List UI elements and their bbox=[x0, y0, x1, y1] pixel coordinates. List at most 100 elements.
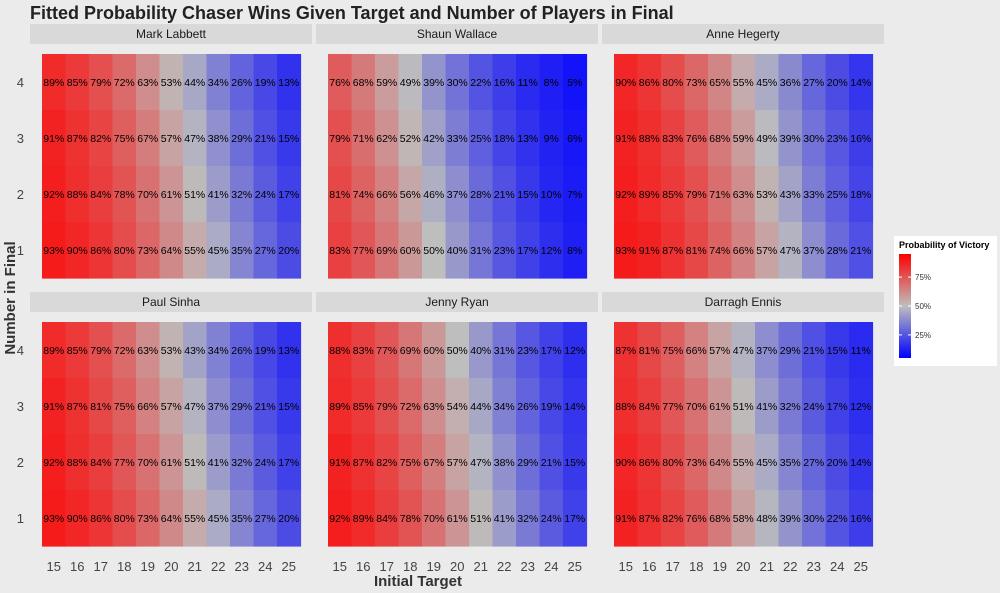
tile-label: 71% bbox=[709, 189, 730, 201]
tile-label: 79% bbox=[686, 189, 707, 201]
heatmap-tile bbox=[159, 322, 184, 379]
tile-label: 27% bbox=[803, 457, 824, 469]
heatmap-tile bbox=[42, 490, 67, 547]
heatmap-tile bbox=[755, 222, 780, 279]
tile-label: 84% bbox=[90, 457, 111, 469]
heatmap-tile bbox=[684, 54, 709, 111]
tile-label: 87% bbox=[662, 245, 683, 257]
tile-label: 33% bbox=[803, 189, 824, 201]
heatmap-tile bbox=[183, 434, 208, 491]
heatmap-tile bbox=[755, 490, 780, 547]
heatmap-tile bbox=[516, 166, 541, 223]
heatmap-tile bbox=[516, 490, 541, 547]
heatmap-tile bbox=[159, 490, 184, 547]
heatmap-tile bbox=[42, 110, 67, 167]
heatmap-tile bbox=[183, 110, 208, 167]
heatmap-tile bbox=[802, 490, 827, 547]
heatmap-tile bbox=[802, 434, 827, 491]
heatmap-tile bbox=[206, 490, 231, 547]
tile-label: 73% bbox=[686, 77, 707, 89]
heatmap-tile bbox=[825, 378, 850, 435]
tile-label: 93% bbox=[43, 513, 64, 525]
tile-label: 84% bbox=[639, 401, 660, 413]
tile-label: 57% bbox=[161, 133, 182, 145]
tile-label: 64% bbox=[161, 513, 182, 525]
tile-label: 51% bbox=[733, 401, 754, 413]
y-tick-label: 2 bbox=[17, 187, 24, 202]
tile-label: 30% bbox=[803, 133, 824, 145]
x-tick-label: 25 bbox=[854, 559, 868, 574]
heatmap-tile bbox=[136, 166, 161, 223]
tile-label: 91% bbox=[43, 401, 64, 413]
tile-label: 74% bbox=[353, 189, 374, 201]
heatmap-tile bbox=[849, 222, 874, 279]
heatmap-tile bbox=[375, 378, 400, 435]
heatmap-tile bbox=[230, 110, 255, 167]
tile-label: 81% bbox=[90, 401, 111, 413]
tile-label: 92% bbox=[329, 513, 350, 525]
heatmap-tile bbox=[825, 322, 850, 379]
heatmap-tile bbox=[708, 54, 733, 111]
tile-label: 83% bbox=[662, 133, 683, 145]
heatmap-tile bbox=[708, 110, 733, 167]
heatmap-tile bbox=[825, 434, 850, 491]
heatmap-tile bbox=[351, 434, 376, 491]
heatmap-tile bbox=[539, 166, 564, 223]
x-tick-label: 18 bbox=[403, 559, 417, 574]
heatmap-tile bbox=[351, 110, 376, 167]
heatmap-tile bbox=[708, 222, 733, 279]
tile-label: 92% bbox=[615, 189, 636, 201]
heatmap-tile bbox=[253, 110, 278, 167]
x-axis-ticks: 15 16 17 18 19 20 21 22 23 24 25 15 16 17 18 19 20 21 22 23… bbox=[47, 559, 868, 574]
tile-label: 77% bbox=[376, 345, 397, 357]
heatmap-tile bbox=[351, 222, 376, 279]
heatmap-tile bbox=[469, 54, 494, 111]
heatmap-tile bbox=[684, 222, 709, 279]
heatmap-tile bbox=[614, 378, 639, 435]
heatmap-tile bbox=[89, 54, 114, 111]
x-tick-label: 17 bbox=[380, 559, 394, 574]
tile-label: 23% bbox=[827, 133, 848, 145]
heatmap-tile bbox=[778, 322, 803, 379]
tile-label: 63% bbox=[423, 401, 444, 413]
facet-strip-label: Darragh Ennis bbox=[705, 295, 782, 309]
tile-label: 39% bbox=[780, 513, 801, 525]
heatmap-tile bbox=[778, 434, 803, 491]
tile-label: 28% bbox=[827, 245, 848, 257]
heatmap-tile bbox=[230, 378, 255, 435]
heatmap-tile bbox=[849, 54, 874, 111]
heatmap-tile bbox=[445, 166, 470, 223]
tile-label: 66% bbox=[733, 245, 754, 257]
heatmap-tile bbox=[469, 166, 494, 223]
tile-label: 9% bbox=[544, 133, 559, 145]
facet-strip bbox=[30, 292, 312, 312]
tile-label: 60% bbox=[400, 245, 421, 257]
tile-label: 26% bbox=[231, 77, 252, 89]
heatmap-tile bbox=[492, 490, 517, 547]
heatmap-tile bbox=[492, 110, 517, 167]
tile-label: 11% bbox=[851, 345, 871, 357]
tile-label: 41% bbox=[208, 457, 229, 469]
heatmap-tile bbox=[422, 434, 447, 491]
legend-title: Probability of Victory bbox=[899, 240, 989, 250]
heatmap-tile bbox=[778, 222, 803, 279]
x-tick-label: 19 bbox=[427, 559, 441, 574]
tile-label: 16% bbox=[494, 77, 515, 89]
tile-label: 72% bbox=[114, 77, 135, 89]
heatmap-tile bbox=[328, 166, 353, 223]
heatmap-tile bbox=[351, 322, 376, 379]
tile-label: 31% bbox=[470, 245, 491, 257]
heatmap-tile bbox=[136, 434, 161, 491]
heatmap-tile bbox=[375, 166, 400, 223]
heatmap-tile bbox=[65, 322, 90, 379]
tile-label: 75% bbox=[114, 133, 135, 145]
tile-label: 88% bbox=[67, 189, 88, 201]
heatmap-tile bbox=[206, 322, 231, 379]
x-tick-label: 22 bbox=[211, 559, 225, 574]
heatmap-tile bbox=[277, 222, 302, 279]
heatmap-tile bbox=[112, 434, 137, 491]
tile-label: 52% bbox=[400, 133, 421, 145]
tile-label: 41% bbox=[208, 189, 229, 201]
tile-label: 38% bbox=[494, 457, 515, 469]
